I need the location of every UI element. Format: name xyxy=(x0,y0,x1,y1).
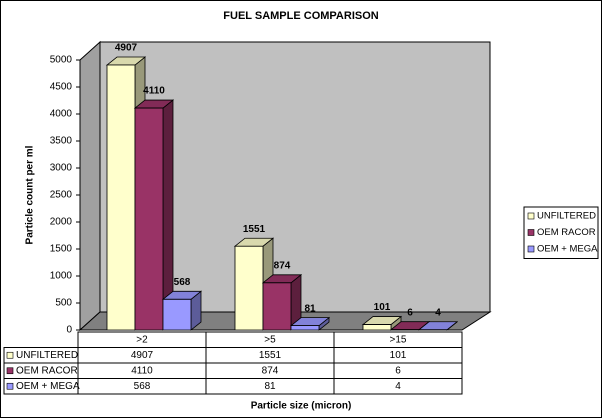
table-cell: 568 xyxy=(134,381,151,392)
legend-key xyxy=(527,245,535,253)
bar-face xyxy=(234,245,264,331)
bar xyxy=(417,320,459,331)
y-tick-label: 1000 xyxy=(50,271,73,282)
y-tick-label: 500 xyxy=(55,298,72,309)
data-label: 1551 xyxy=(243,224,266,235)
table-cell: 4 xyxy=(395,381,401,392)
bar-face xyxy=(262,282,292,331)
side-wall xyxy=(79,40,101,332)
table-cell: 4907 xyxy=(131,350,154,361)
table-key xyxy=(6,351,14,359)
table-cell: 4110 xyxy=(131,365,153,376)
y-tick-label: 4500 xyxy=(50,82,73,93)
table-cell: 1551 xyxy=(259,350,282,361)
bar xyxy=(289,316,331,331)
table-key xyxy=(6,367,14,375)
data-label: 81 xyxy=(304,303,316,314)
table-series-name: OEM RACOR xyxy=(16,365,78,376)
y-tick-label: 2000 xyxy=(50,217,73,228)
legend-box xyxy=(523,206,599,259)
y-axis-label: Particle count per ml xyxy=(25,145,36,244)
legend-label: OEM RACOR xyxy=(537,227,596,238)
legend-label: UNFILTERED xyxy=(537,211,596,222)
y-tick-label: 1500 xyxy=(50,244,73,255)
table-cell: 6 xyxy=(395,365,401,376)
bar-face xyxy=(162,298,192,331)
chart-title: FUEL SAMPLE COMPARISON xyxy=(223,10,378,22)
y-tick-label: 4000 xyxy=(50,109,73,120)
bar-face xyxy=(134,107,164,331)
data-label: 4 xyxy=(435,307,441,318)
data-label: 874 xyxy=(274,260,291,271)
y-tick-label: 5000 xyxy=(50,55,73,66)
x-tick-label: >5 xyxy=(264,334,276,345)
bar xyxy=(361,315,403,331)
y-tick-label: 0 xyxy=(66,325,72,336)
bar-face xyxy=(362,324,392,331)
y-tick-label: 2500 xyxy=(50,190,73,201)
x-tick-label: >2 xyxy=(136,334,148,345)
bar-face xyxy=(290,325,320,331)
data-label: 101 xyxy=(374,302,391,313)
x-axis-label: Particle size (micron) xyxy=(251,401,352,412)
table-series-name: OEM + MEGA xyxy=(16,381,80,392)
data-label: 568 xyxy=(174,277,191,288)
y-tick-label: 3500 xyxy=(50,136,73,147)
legend-key xyxy=(527,229,535,236)
legend-key xyxy=(527,212,535,220)
bar-face xyxy=(106,64,136,331)
legend-label: OEM + MEGA xyxy=(537,244,598,255)
bar xyxy=(133,99,175,331)
table-cell: 81 xyxy=(264,381,276,392)
x-tick-label: >15 xyxy=(390,334,407,345)
table-cell: 874 xyxy=(262,365,279,376)
y-tick-label: 3000 xyxy=(50,163,73,174)
data-label: 4110 xyxy=(143,86,165,97)
table-cell: 101 xyxy=(390,350,407,361)
table-series-name: UNFILTERED xyxy=(16,350,78,361)
table-key xyxy=(6,382,14,390)
bar xyxy=(161,290,203,331)
data-label: 4907 xyxy=(115,43,138,54)
bar xyxy=(261,273,303,331)
data-label: 6 xyxy=(407,307,413,318)
